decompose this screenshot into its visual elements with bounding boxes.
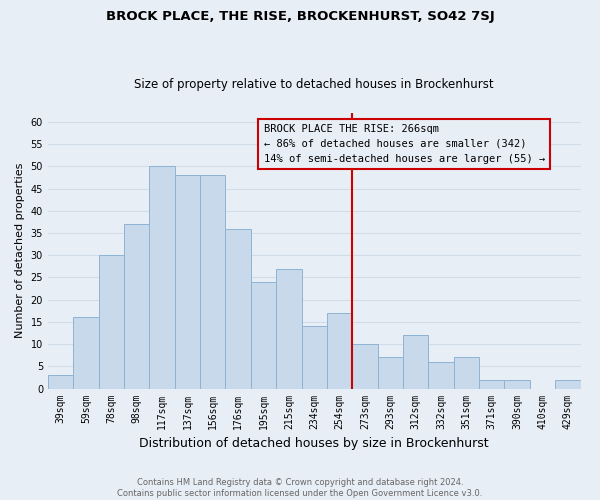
Bar bbox=[226, 228, 251, 388]
Bar bbox=[175, 175, 200, 388]
Text: BROCK PLACE THE RISE: 266sqm
← 86% of detached houses are smaller (342)
14% of s: BROCK PLACE THE RISE: 266sqm ← 86% of de… bbox=[263, 124, 545, 164]
Text: Contains HM Land Registry data © Crown copyright and database right 2024.
Contai: Contains HM Land Registry data © Crown c… bbox=[118, 478, 482, 498]
Bar bbox=[98, 255, 124, 388]
Bar bbox=[149, 166, 175, 388]
Bar bbox=[479, 380, 505, 388]
X-axis label: Distribution of detached houses by size in Brockenhurst: Distribution of detached houses by size … bbox=[139, 437, 489, 450]
Bar bbox=[200, 175, 226, 388]
Y-axis label: Number of detached properties: Number of detached properties bbox=[15, 163, 25, 338]
Bar bbox=[73, 318, 98, 388]
Bar bbox=[403, 335, 428, 388]
Bar bbox=[377, 358, 403, 388]
Title: Size of property relative to detached houses in Brockenhurst: Size of property relative to detached ho… bbox=[134, 78, 494, 91]
Bar bbox=[454, 358, 479, 388]
Text: BROCK PLACE, THE RISE, BROCKENHURST, SO42 7SJ: BROCK PLACE, THE RISE, BROCKENHURST, SO4… bbox=[106, 10, 494, 23]
Bar bbox=[48, 375, 73, 388]
Bar bbox=[555, 380, 581, 388]
Bar bbox=[251, 282, 276, 389]
Bar bbox=[327, 313, 352, 388]
Bar bbox=[302, 326, 327, 388]
Bar bbox=[276, 268, 302, 388]
Bar bbox=[428, 362, 454, 388]
Bar bbox=[124, 224, 149, 388]
Bar bbox=[505, 380, 530, 388]
Bar bbox=[352, 344, 377, 389]
